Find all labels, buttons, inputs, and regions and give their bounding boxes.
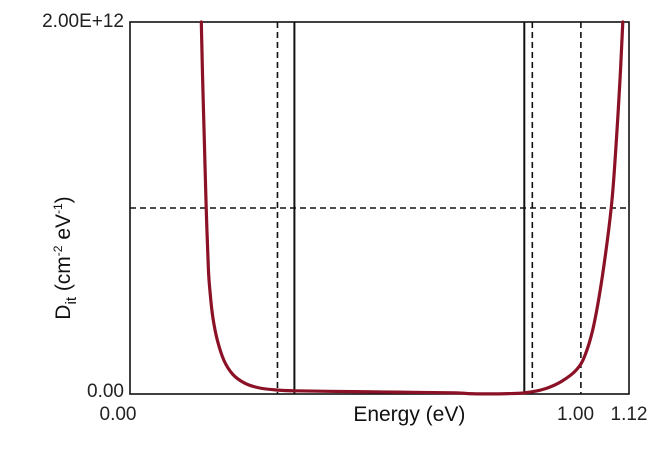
y-label-exp2: -1	[51, 203, 65, 214]
y-label-exp1: -2	[51, 245, 65, 256]
y-label-subscript: it	[63, 296, 80, 304]
y-tick-label: 0.00	[87, 381, 124, 402]
reference-lines	[130, 22, 629, 394]
tick-labels: 0.00 1.00 1.12 0.00 2.00E+12	[42, 11, 647, 425]
x-axis-label: Energy (eV)	[353, 403, 465, 426]
y-label-unit-mid: eV	[52, 214, 75, 246]
y-tick-label: 2.00E+12	[42, 11, 124, 32]
x-tick-label: 1.00	[557, 404, 594, 425]
x-tick-label: 1.12	[611, 404, 648, 425]
y-label-unit-close: )	[52, 196, 75, 203]
x-tick-label: 0.00	[100, 404, 137, 425]
y-axis-label: Dit (cm-2 eV-1)	[51, 196, 80, 319]
y-label-unit-open: (cm	[52, 256, 75, 297]
dit-curve	[199, 20, 625, 396]
plot-frame	[129, 21, 630, 395]
y-label-base: D	[52, 305, 75, 320]
